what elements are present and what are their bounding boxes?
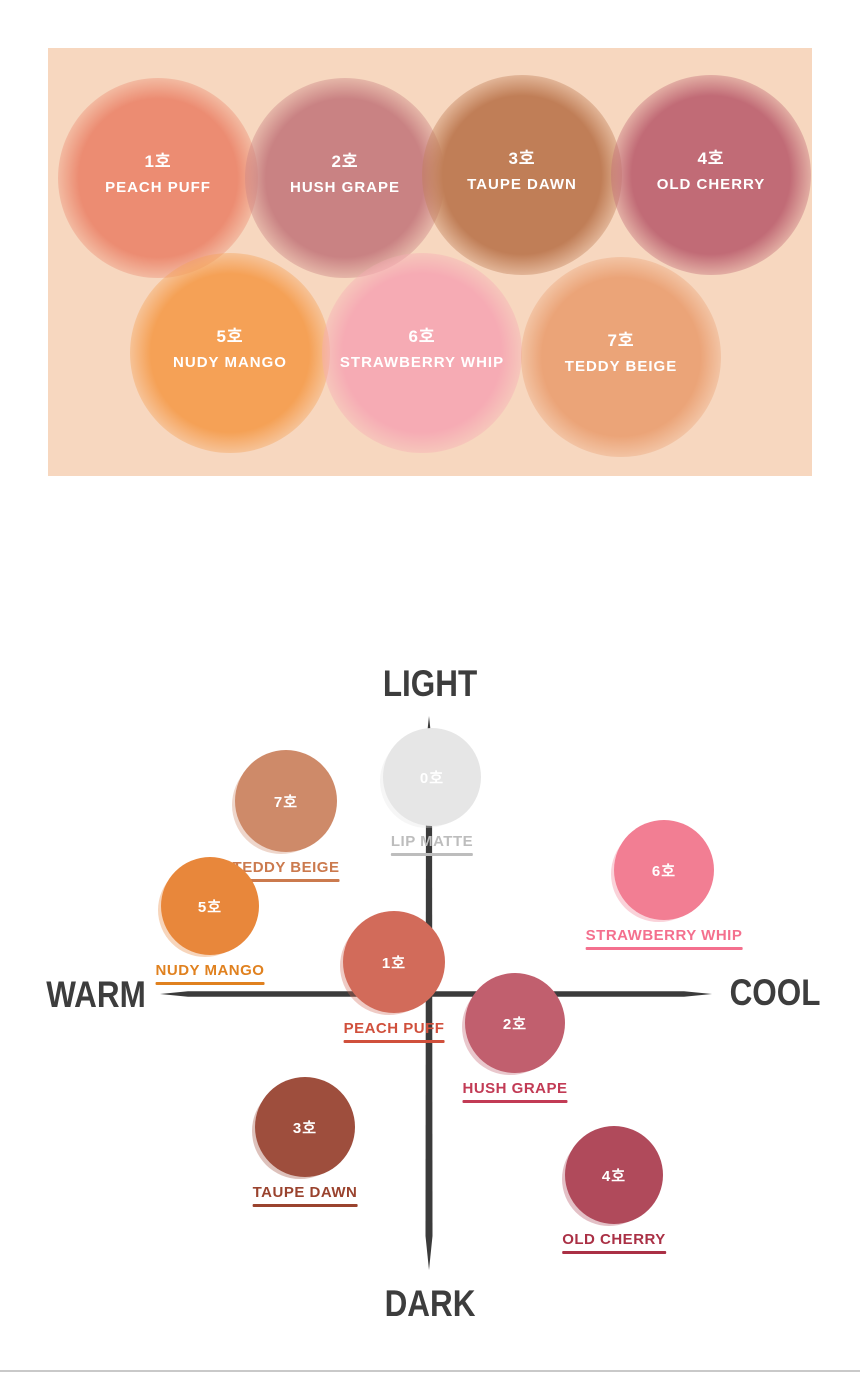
palette-swatch-7: 7호 TEDDY BEIGE: [521, 257, 721, 457]
chart-point-label: NUDY MANGO: [156, 962, 265, 985]
palette-swatch-4: 4호 OLD CHERRY: [611, 75, 811, 275]
swatch-number: 2호: [331, 151, 359, 171]
swatch-number: 6호: [408, 326, 436, 346]
chart-point-1호: 1호: [343, 911, 445, 1013]
chart-point-label: TAUPE DAWN: [253, 1184, 358, 1207]
axis-label-cool: COOL: [729, 972, 821, 1013]
chart-point-number: 6호: [651, 862, 677, 880]
palette-swatch-layer: 1호 PEACH PUFF 2호 HUSH GRAPE 3호 TAUPE DAWN 4호 OL…: [0, 0, 860, 476]
axis-label-dark: DARK: [384, 1283, 476, 1324]
chart-point-label: TEDDY BEIGE: [233, 859, 340, 882]
chart-point-3호: 3호: [255, 1077, 355, 1177]
chart-point-number: 1호: [381, 954, 407, 972]
chart-point-number: 7호: [273, 793, 299, 811]
swatch-name: TEDDY BEIGE: [564, 357, 678, 375]
chart-point-number: 5호: [197, 898, 223, 916]
swatch-number: 1호: [144, 151, 172, 171]
palette-swatch-3: 3호 TAUPE DAWN: [422, 75, 622, 275]
chart-point-0호: 0호: [383, 728, 481, 826]
chart-point-label: OLD CHERRY: [562, 1231, 666, 1254]
horizontal-axis-line: [160, 991, 712, 997]
swatch-number: 4호: [697, 148, 725, 168]
swatch-name: HUSH GRAPE: [289, 178, 400, 196]
swatch-name: PEACH PUFF: [105, 178, 211, 196]
palette-swatch-6: 6호 STRAWBERRY WHIP: [322, 253, 522, 453]
bottom-divider: [0, 1370, 860, 1372]
chart-point-label: LIP MATTE: [391, 833, 473, 856]
palette-swatch-5: 5호 NUDY MANGO: [130, 253, 330, 453]
palette-swatch-2: 2호 HUSH GRAPE: [245, 78, 445, 278]
chart-point-number: 4호: [601, 1167, 627, 1185]
swatch-name: OLD CHERRY: [656, 175, 766, 193]
chart-point-number: 0호: [419, 769, 445, 787]
chart-point-6호: 6호: [614, 820, 714, 920]
chart-point-label: HUSH GRAPE: [462, 1080, 567, 1103]
swatch-number: 3호: [508, 148, 536, 168]
chart-point-7호: 7호: [235, 750, 337, 852]
chart-point-number: 2호: [502, 1015, 528, 1033]
chart-point-number: 3호: [292, 1119, 318, 1137]
swatch-name: NUDY MANGO: [173, 353, 287, 371]
chart-point-2호: 2호: [465, 973, 565, 1073]
swatch-number: 7호: [607, 330, 635, 350]
swatch-number: 5호: [216, 326, 244, 346]
chart-point-label: STRAWBERRY WHIP: [586, 927, 743, 950]
axis-label-light: LIGHT: [382, 663, 478, 704]
axis-label-warm: WARM: [46, 974, 146, 1015]
chart-point-4호: 4호: [565, 1126, 663, 1224]
chart-point-label: PEACH PUFF: [344, 1020, 445, 1043]
swatch-name: TAUPE DAWN: [467, 175, 577, 193]
chart-point-5호: 5호: [161, 857, 259, 955]
swatch-name: STRAWBERRY WHIP: [339, 353, 505, 371]
palette-swatch-1: 1호 PEACH PUFF: [58, 78, 258, 278]
